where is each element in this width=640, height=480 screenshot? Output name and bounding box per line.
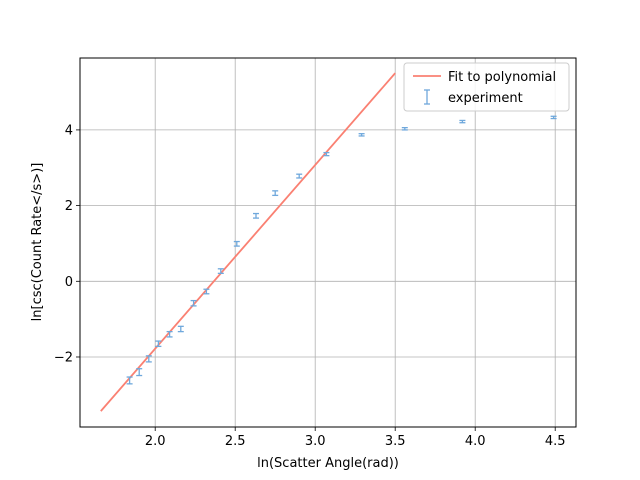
- x-tick-label: 2.5: [225, 434, 246, 449]
- fit-series: [100, 72, 396, 412]
- experiment-point: [190, 299, 197, 307]
- fit-line: [100, 72, 396, 412]
- y-tick-label: 4: [65, 123, 73, 138]
- y-axis-label: ln[csc(Count Rate</s>)]: [30, 163, 45, 322]
- experiment-point: [217, 268, 224, 274]
- x-tick-label: 3.5: [385, 434, 406, 449]
- experiment-point: [136, 368, 143, 377]
- experiment-point: [459, 119, 466, 124]
- y-tick-label: 0: [65, 275, 73, 290]
- legend-box: [403, 62, 570, 112]
- experiment-series: [126, 115, 557, 385]
- experiment-point: [145, 355, 152, 363]
- plot-frame: [79, 57, 577, 428]
- experiment-point: [358, 133, 365, 137]
- experiment-point: [203, 288, 210, 295]
- experiment-point: [401, 126, 408, 131]
- experiment-point: [155, 340, 162, 348]
- legend-experiment-label: experiment: [448, 91, 523, 106]
- y-axis: −2 0 2 4: [54, 123, 80, 365]
- x-tick-label: 4.5: [545, 434, 566, 449]
- experiment-point: [166, 330, 173, 338]
- x-tick-label: 4.0: [465, 434, 486, 449]
- legend-fit-label: Fit to polynomial: [448, 70, 556, 85]
- legend-experiment-swatch: [424, 89, 430, 105]
- experiment-point: [323, 151, 330, 157]
- y-tick-label: −2: [54, 350, 73, 365]
- experiment-point: [233, 240, 240, 247]
- plot-area: [100, 72, 557, 412]
- experiment-point: [177, 325, 184, 333]
- x-tick-label: 2.0: [145, 434, 166, 449]
- experiment-point: [272, 190, 279, 197]
- x-axis: 2.0 2.5 3.0 3.5 4.0 4.5: [145, 427, 566, 449]
- experiment-point: [296, 173, 303, 179]
- grid: [80, 58, 576, 427]
- legend: Fit to polynomial experiment: [403, 62, 570, 112]
- x-axis-label: ln(Scatter Angle(rad)): [257, 456, 399, 471]
- x-tick-label: 3.0: [305, 434, 326, 449]
- experiment-point: [126, 376, 133, 385]
- y-tick-label: 2: [65, 199, 73, 214]
- experiment-point: [253, 212, 259, 219]
- experiment-point: [550, 115, 557, 120]
